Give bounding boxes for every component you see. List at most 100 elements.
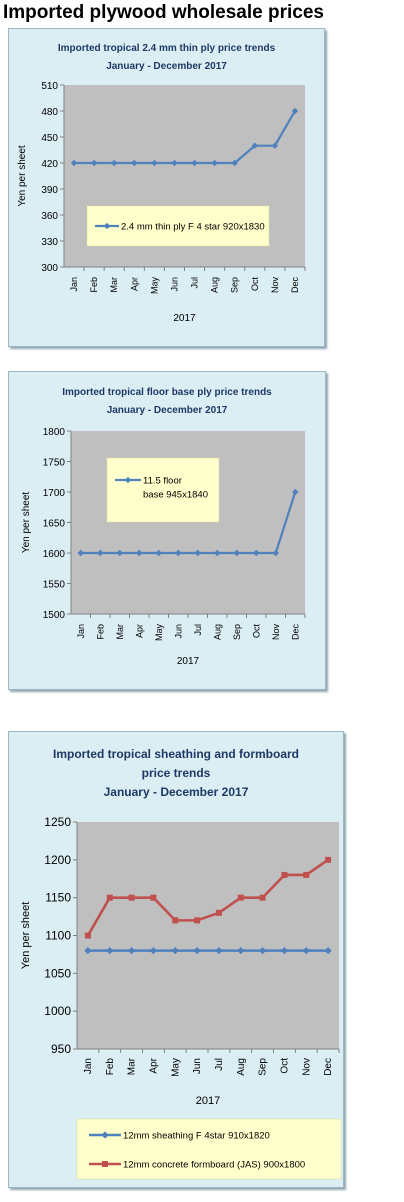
data-point-marker: [136, 549, 143, 557]
legend-box: [76, 1118, 342, 1180]
x-tick-label: Sep: [232, 624, 242, 640]
x-tick-label: Jul: [193, 624, 203, 636]
chart-title-line: Imported tropical floor base ply price t…: [62, 387, 272, 398]
x-tick-label: Nov: [301, 1058, 312, 1076]
data-point-marker: [131, 159, 138, 167]
x-tick-label: Oct: [279, 1058, 290, 1074]
y-tick-label: 1600: [43, 549, 66, 560]
legend-label: 12mm concrete formboard (JAS) 900x1800: [123, 1160, 305, 1171]
x-tick-label: Apr: [148, 1057, 159, 1073]
x-tick-label: Jan: [83, 1058, 94, 1074]
chart-svg: Imported tropical floor base ply price t…: [21, 387, 306, 667]
x-tick-label: Mar: [127, 1057, 138, 1075]
chart-title-line: January - December 2017: [104, 785, 249, 799]
x-axis-title: 2017: [173, 313, 196, 324]
data-point-marker: [259, 894, 266, 901]
data-point-marker: [281, 871, 288, 878]
legend-box: [106, 457, 220, 523]
x-tick-label: Jan: [69, 277, 79, 292]
chart-title-line: January - December 2017: [107, 405, 228, 416]
chart-title-line: Imported tropical sheathing and formboar…: [53, 747, 299, 761]
chart-svg: Imported tropical sheathing and formboar…: [20, 747, 342, 1180]
x-tick-label: May: [154, 624, 164, 642]
data-point-marker: [214, 549, 221, 557]
x-tick-label: Jun: [169, 277, 179, 292]
data-point-marker: [151, 159, 158, 167]
data-point-marker: [70, 159, 78, 167]
legend-swatch-marker: [124, 476, 132, 484]
x-tick-label: May: [170, 1058, 181, 1077]
plot-area: [77, 822, 339, 1049]
data-point-marker: [211, 159, 218, 167]
y-tick-label: 1800: [43, 427, 66, 438]
data-point-marker: [231, 159, 238, 167]
x-tick-label: Nov: [271, 624, 281, 641]
data-point-marker: [191, 159, 198, 167]
x-axis-title: 2017: [196, 1095, 220, 1107]
chart-title-line: January - December 2017: [106, 61, 227, 72]
data-point-marker: [251, 142, 258, 149]
data-point-marker: [116, 549, 123, 557]
x-tick-label: Jul: [214, 1058, 225, 1071]
x-tick-label: Feb: [95, 624, 105, 640]
y-axis-title: Yen per sheet: [21, 492, 32, 554]
y-tick-label: 1200: [44, 853, 71, 867]
legend-label: 12mm sheathing F 4star 910x1820: [123, 1131, 270, 1142]
chart-title-line: Imported tropical 2.4 mm thin ply price …: [58, 43, 276, 54]
data-point-marker: [303, 871, 310, 878]
y-tick-label: 510: [41, 81, 58, 92]
data-point-marker: [84, 932, 91, 939]
data-point-marker: [128, 894, 135, 901]
y-tick-label: 450: [41, 133, 58, 144]
data-point-marker: [111, 159, 118, 167]
page-title: Imported plywood wholesale prices: [3, 2, 324, 23]
x-axis-title: 2017: [177, 656, 200, 667]
y-tick-label: 1550: [43, 580, 66, 591]
y-tick-label: 1100: [45, 929, 71, 943]
x-tick-label: Jun: [192, 1058, 203, 1074]
y-tick-label: 1050: [44, 966, 71, 980]
x-tick-label: Dec: [323, 1058, 334, 1076]
data-point-marker: [325, 856, 332, 863]
x-tick-label: Nov: [270, 277, 280, 294]
data-point-marker: [77, 549, 84, 557]
data-point-marker: [253, 549, 260, 557]
x-tick-label: Dec: [290, 277, 300, 294]
data-point-marker: [106, 947, 114, 955]
y-tick-label: 1000: [44, 1004, 71, 1018]
x-tick-label: May: [149, 277, 159, 295]
data-point-marker: [97, 549, 104, 557]
data-point-marker: [194, 917, 201, 924]
data-point-marker: [237, 894, 244, 901]
y-axis-title: Yen per sheet: [20, 902, 32, 969]
chart-sheathing-formboard: Imported tropical sheathing and formboar…: [8, 731, 344, 1188]
data-point-marker: [258, 947, 267, 955]
data-point-marker: [155, 549, 162, 557]
data-point-marker: [215, 909, 222, 916]
y-tick-label: 1250: [44, 815, 71, 829]
y-tick-label: 480: [41, 107, 58, 118]
data-point-marker: [106, 894, 113, 901]
y-tick-label: 1650: [43, 519, 66, 530]
data-point-marker: [292, 488, 299, 496]
x-tick-label: Feb: [89, 277, 99, 293]
data-point-marker: [271, 142, 279, 149]
series-line: [74, 110, 296, 165]
y-tick-label: 1700: [43, 488, 66, 499]
data-point-marker: [172, 917, 179, 924]
data-point-marker: [194, 549, 201, 557]
y-tick-label: 1500: [43, 610, 66, 621]
series-line: [86, 858, 329, 937]
data-point-marker: [175, 549, 182, 557]
x-tick-label: Sep: [258, 1058, 269, 1076]
x-tick-label: Jan: [76, 624, 86, 639]
data-point-marker: [291, 107, 299, 115]
x-tick-label: Jul: [190, 277, 200, 289]
x-tick-label: Mar: [115, 624, 125, 640]
data-point-marker: [90, 159, 98, 167]
data-point-marker: [171, 159, 178, 167]
x-tick-label: Sep: [230, 277, 240, 293]
x-tick-label: Apr: [134, 624, 144, 638]
y-tick-label: 420: [41, 159, 58, 170]
y-tick-label: 330: [41, 237, 58, 248]
